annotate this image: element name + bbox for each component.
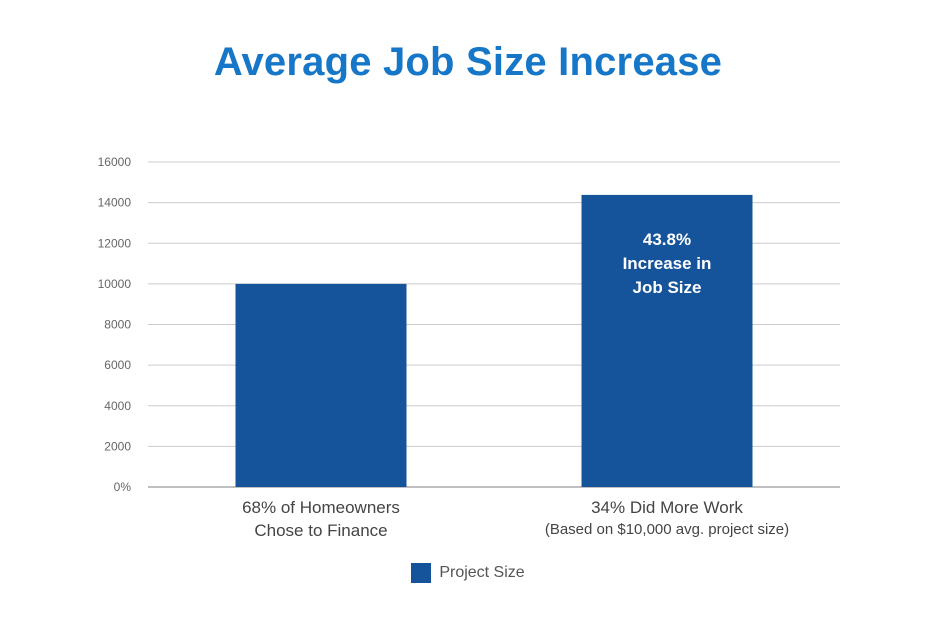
bar bbox=[235, 283, 407, 487]
x-category-label-line2: (Based on $10,000 avg. project size) bbox=[545, 521, 789, 538]
y-tick-label: 8000 bbox=[104, 318, 131, 332]
bar-chart: 0% 2000 4000 6000 8000 10000 12000 14000 16000 6… bbox=[98, 155, 840, 540]
bar-annotation-line: Increase in bbox=[623, 254, 712, 273]
x-category-label: 68% of Homeowners bbox=[242, 498, 400, 517]
bar-annotation-line: 43.8% bbox=[643, 230, 691, 249]
legend: Project Size bbox=[0, 563, 936, 583]
y-tick-label: 14000 bbox=[98, 196, 132, 210]
y-tick-label: 2000 bbox=[104, 439, 131, 453]
y-tick-label: 4000 bbox=[104, 399, 131, 413]
y-tick-label: 12000 bbox=[98, 236, 132, 250]
y-tick-label: 0% bbox=[114, 480, 132, 494]
x-axis-labels: 68% of Homeowners Chose to Finance 34% Did… bbox=[242, 498, 789, 540]
y-tick-label: 10000 bbox=[98, 277, 132, 291]
y-tick-label: 16000 bbox=[98, 155, 132, 169]
legend-label-project-size: Project Size bbox=[439, 564, 525, 581]
x-category-label: 34% Did More Work bbox=[591, 498, 743, 517]
bar-annotation-line: Job Size bbox=[633, 278, 702, 297]
x-category-label-line2: Chose to Finance bbox=[254, 521, 387, 540]
bar bbox=[581, 194, 753, 487]
y-tick-label: 6000 bbox=[104, 358, 131, 372]
chart-title: Average Job Size Increase bbox=[213, 40, 723, 84]
y-axis-ticks: 0% 2000 4000 6000 8000 10000 12000 14000 16000 bbox=[98, 155, 132, 494]
bars bbox=[235, 194, 753, 487]
legend-swatch-project-size bbox=[411, 563, 432, 583]
bar-annotations: 43.8% Increase in Job Size bbox=[623, 230, 712, 297]
